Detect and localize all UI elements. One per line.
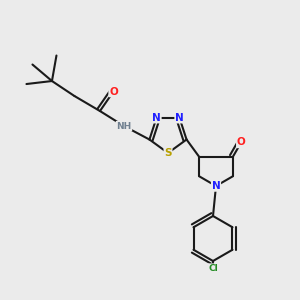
Text: O: O: [109, 86, 118, 97]
Text: NH: NH: [116, 122, 132, 130]
Text: N: N: [152, 113, 161, 123]
Text: N: N: [212, 181, 220, 191]
Text: O: O: [237, 137, 245, 148]
Text: Cl: Cl: [208, 264, 218, 273]
Text: S: S: [164, 148, 172, 158]
Text: N: N: [175, 113, 184, 123]
